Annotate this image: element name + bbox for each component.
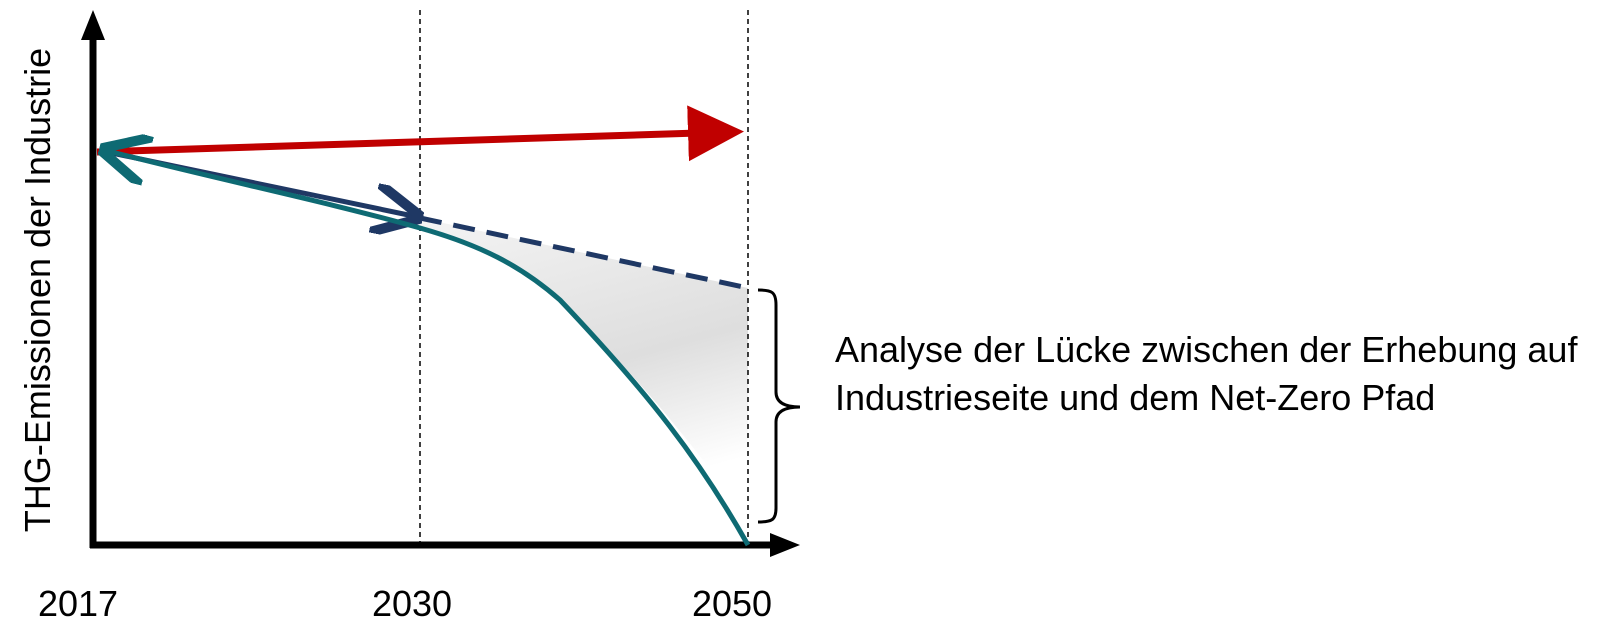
brace [757, 288, 801, 524]
annotation-line: Analyse der Lücke zwischen der Erhebung … [835, 329, 1578, 370]
annotation-line: Industrieseite und dem Net-Zero Pfad [835, 377, 1435, 418]
x-label: 2017 [38, 583, 118, 624]
x-label: 2030 [372, 583, 452, 624]
x-label: 2050 [692, 583, 772, 624]
x-axis-arrow [770, 533, 800, 557]
y-axis-arrow [81, 10, 105, 40]
net-zero-path [104, 150, 751, 547]
trend-arrow [96, 105, 744, 162]
y-axis-label: THG-Emissionen der Industrie [17, 48, 58, 532]
gap-area [420, 218, 748, 520]
projection-dashed [419, 215, 749, 291]
